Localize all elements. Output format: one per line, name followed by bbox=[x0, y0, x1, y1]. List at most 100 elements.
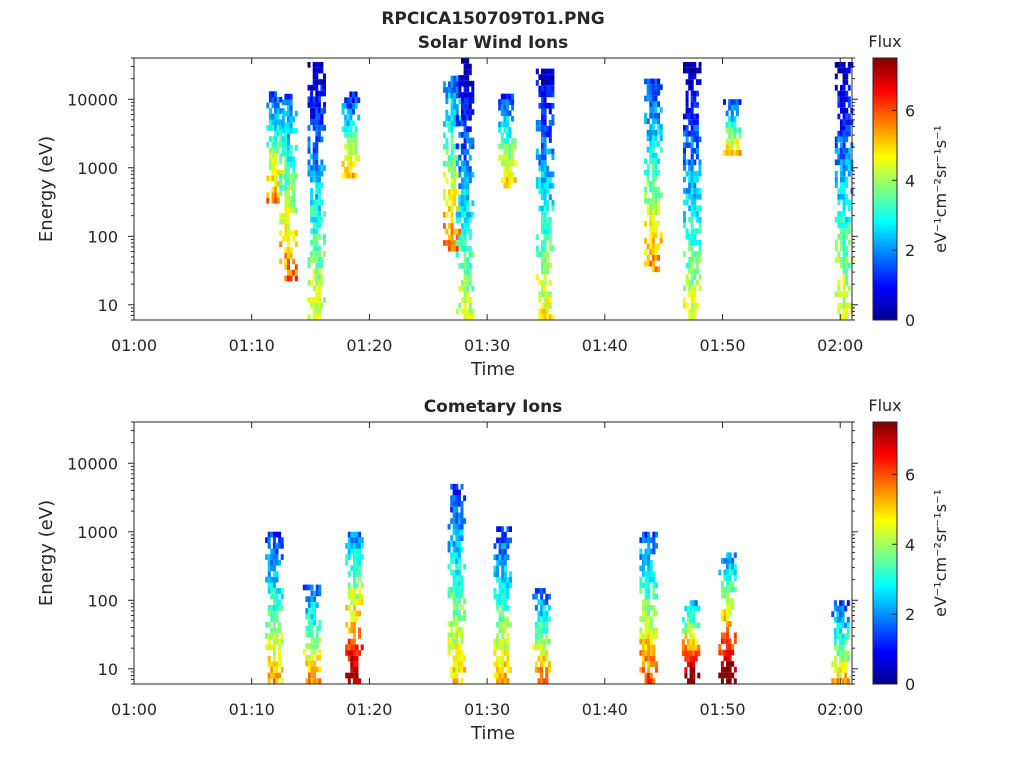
flux-cell bbox=[654, 90, 658, 96]
flux-cell bbox=[458, 120, 462, 127]
flux-cell bbox=[460, 678, 464, 684]
flux-cell bbox=[275, 638, 279, 645]
flux-cell bbox=[688, 279, 692, 286]
flux-cell bbox=[842, 148, 846, 154]
flux-cell bbox=[726, 598, 730, 604]
flux-cell bbox=[654, 78, 658, 85]
flux-cell bbox=[503, 644, 507, 651]
flux-cell bbox=[642, 661, 645, 668]
flux-cell bbox=[690, 176, 694, 183]
flux-cell bbox=[543, 302, 547, 309]
flux-cell bbox=[284, 150, 288, 157]
flux-cell bbox=[695, 251, 699, 257]
flux-cell bbox=[654, 164, 658, 170]
flux-cell bbox=[501, 543, 505, 549]
flux-cell bbox=[276, 125, 280, 131]
flux-cell bbox=[840, 119, 843, 125]
flux-cell bbox=[506, 605, 510, 611]
flux-cell bbox=[647, 593, 651, 600]
flux-cell bbox=[505, 154, 509, 161]
flux-cell bbox=[323, 165, 326, 171]
flux-cell bbox=[647, 537, 651, 543]
flux-cell bbox=[506, 593, 510, 600]
flux-cell bbox=[546, 165, 550, 172]
flux-cell bbox=[731, 586, 735, 593]
flux-cell bbox=[546, 171, 550, 178]
flux-cell bbox=[693, 119, 697, 125]
flux-cell bbox=[318, 649, 322, 655]
flux-cell bbox=[312, 159, 316, 166]
flux-cell bbox=[312, 199, 316, 206]
flux-cell bbox=[503, 627, 507, 634]
flux-cell bbox=[312, 257, 316, 263]
flux-cell bbox=[498, 576, 502, 583]
flux-cell bbox=[845, 107, 849, 114]
flux-cell bbox=[841, 650, 845, 657]
flux-cell bbox=[689, 616, 693, 623]
flux-cell bbox=[274, 147, 278, 154]
flux-cell bbox=[463, 103, 467, 110]
flux-cell bbox=[267, 554, 271, 560]
flux-cell bbox=[347, 531, 351, 538]
flux-cell bbox=[503, 582, 507, 589]
flux-cell bbox=[545, 616, 549, 622]
flux-cell bbox=[350, 588, 354, 594]
flux-cell bbox=[498, 616, 502, 623]
flux-cell bbox=[690, 245, 694, 252]
flux-cell bbox=[545, 610, 549, 617]
flux-cell bbox=[281, 141, 285, 148]
flux-cell bbox=[455, 552, 459, 559]
flux-cell bbox=[466, 166, 470, 172]
flux-cell bbox=[284, 207, 288, 214]
flux-cell bbox=[458, 143, 462, 150]
flux-cell bbox=[460, 501, 464, 507]
colorbar-tick-label: 6 bbox=[905, 101, 915, 120]
flux-cell bbox=[294, 264, 298, 270]
flux-cell bbox=[445, 87, 449, 93]
flux-cell bbox=[839, 633, 843, 640]
flux-cell bbox=[267, 644, 271, 651]
flux-cell bbox=[837, 90, 841, 97]
flux-cell bbox=[503, 149, 507, 155]
flux-cell bbox=[506, 616, 510, 623]
flux-cell bbox=[450, 109, 454, 116]
flux-cell bbox=[506, 576, 510, 583]
flux-cell bbox=[289, 252, 293, 259]
flux-cell bbox=[274, 192, 278, 198]
flux-cell bbox=[837, 285, 841, 292]
flux-cell bbox=[346, 172, 350, 179]
flux-cell bbox=[532, 593, 536, 600]
flux-cell bbox=[452, 581, 456, 587]
flux-cell bbox=[683, 142, 686, 148]
flux-cell bbox=[683, 285, 686, 292]
flux-cell bbox=[654, 135, 658, 142]
flux-cell bbox=[733, 116, 737, 122]
flux-cell bbox=[312, 297, 316, 303]
flux-cell bbox=[657, 112, 661, 119]
flux-cell bbox=[284, 230, 288, 236]
flux-cell bbox=[452, 552, 456, 559]
flux-cell bbox=[728, 138, 732, 145]
flux-cell bbox=[292, 162, 296, 168]
flux-cell bbox=[349, 91, 353, 98]
flux-cell bbox=[468, 63, 472, 70]
flux-cell bbox=[695, 205, 699, 211]
flux-cell bbox=[720, 558, 724, 564]
flux-cell bbox=[466, 228, 470, 235]
flux-cell bbox=[310, 297, 314, 303]
flux-cell bbox=[305, 660, 309, 667]
flux-cell bbox=[728, 563, 732, 570]
flux-cell bbox=[537, 599, 541, 606]
flux-cell bbox=[358, 576, 362, 583]
flux-cell bbox=[508, 154, 512, 161]
flux-cell bbox=[508, 127, 512, 133]
flux-cell bbox=[532, 644, 536, 651]
flux-cell bbox=[842, 136, 846, 143]
x-tick-label: 01:00 bbox=[111, 336, 157, 355]
flux-cell bbox=[548, 182, 552, 189]
flux-cell bbox=[317, 308, 321, 315]
flux-cell bbox=[292, 190, 296, 197]
flux-cell bbox=[689, 605, 693, 612]
flux-cell bbox=[842, 216, 846, 223]
flux-cell bbox=[501, 605, 505, 611]
